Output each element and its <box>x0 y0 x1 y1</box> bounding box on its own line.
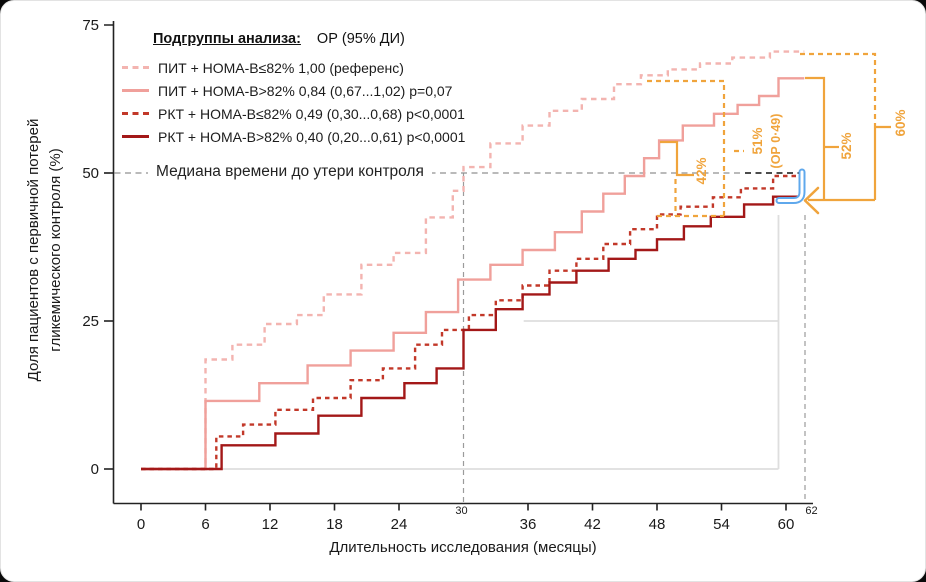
legend-swatch-rkt-le82 <box>122 112 149 115</box>
x-tick-label-6: 6 <box>201 516 209 533</box>
legend-swatch-pit-gt82 <box>122 89 149 92</box>
x-minor-tick-label-62: 62 <box>805 505 817 517</box>
bracket-60-dashed <box>800 52 877 127</box>
curve-rkt-gt82 <box>141 195 805 471</box>
annotation-51pct-sub: (ОР 0·49) <box>769 114 783 169</box>
curve-pit-gt82 <box>141 77 805 471</box>
median-line-label: Медиана времени до утери контроля <box>148 162 432 183</box>
x-axis-title: Длительность исследования (месяцы) <box>329 539 597 556</box>
legend-label-pit-le82: ПИТ + HOMA-B≤82% 1,00 (референс) <box>158 59 404 76</box>
bracket-42-solid <box>660 140 694 177</box>
annotation-52pct: 52% <box>839 132 854 159</box>
legend-item-pit-le82: ПИТ + HOMA-B≤82% 1,00 (референс) <box>122 56 465 79</box>
y-axis-title: Доля пациентов с первичной потерей глике… <box>23 88 69 412</box>
x-tick-label-18: 18 <box>326 516 343 533</box>
annotation-60pct: 60% <box>893 109 908 136</box>
x-tick-label-54: 54 <box>713 516 730 533</box>
arrow-head-icon <box>803 186 820 215</box>
x-tick-label-42: 42 <box>584 516 601 533</box>
annotation-42pct: 42% <box>694 157 709 184</box>
legend-swatch-pit-le82 <box>122 66 149 69</box>
legend-item-pit-gt82: ПИТ + HOMA-B>82% 0,84 (0,67...1,02) p=0,… <box>122 79 465 102</box>
legend-swatch-rkt-gt82 <box>122 135 149 138</box>
legend: Подгруппы анализа: ОР (95% ДИ) ПИТ + HOMA… <box>122 31 465 148</box>
median-62-connector-inner <box>777 170 804 202</box>
x-minor-tick-label-30: 30 <box>455 505 467 517</box>
legend-item-rkt-le82: РКТ + HOMA-B≤82% 0,49 (0,30...0,68) p<0,… <box>122 102 465 125</box>
x-tick-label-60: 60 <box>778 516 795 533</box>
y-tick-label-0: 0 <box>91 461 99 478</box>
y-axis-title-line2: гликемического контроля (%) <box>46 148 64 352</box>
annotation-51pct: 51% <box>750 127 765 154</box>
legend-label-rkt-le82: РКТ + HOMA-B≤82% 0,49 (0,30...0,68) p<0,… <box>158 105 465 122</box>
curve-rkt-le82 <box>141 174 805 471</box>
x-tick-label-48: 48 <box>649 516 666 533</box>
legend-header: Подгруппы анализа: ОР (95% ДИ) <box>153 31 465 47</box>
y-tick-label-75: 75 <box>82 17 99 34</box>
bracket-60-solid <box>873 125 891 200</box>
x-tick-label-24: 24 <box>391 516 408 533</box>
x-tick-label-36: 36 <box>520 516 537 533</box>
legend-label-rkt-gt82: РКТ + HOMA-B>82% 0,40 (0,20...0,61) p<0,… <box>158 128 466 145</box>
y-tick-label-25: 25 <box>82 313 99 330</box>
legend-label-pit-gt82: ПИТ + HOMA-B>82% 0,84 (0,67...1,02) p=0,… <box>158 82 453 99</box>
x-tick-label-12: 12 <box>262 516 279 533</box>
legend-header-label: Подгруппы анализа: <box>153 31 301 47</box>
bracket-51-dashed <box>647 79 726 216</box>
curve-pit-le82 <box>141 50 805 471</box>
y-tick-label-50: 50 <box>82 165 99 182</box>
legend-header-value: ОР (95% ДИ) <box>316 31 405 47</box>
legend-item-rkt-gt82: РКТ + HOMA-B>82% 0,40 (0,20...0,61) p<0,… <box>122 125 465 148</box>
x-tick-label-0: 0 <box>137 516 145 533</box>
bracket-52-solid <box>805 76 826 200</box>
y-axis-title-line1: Доля пациентов с первичной потерей <box>25 118 42 382</box>
